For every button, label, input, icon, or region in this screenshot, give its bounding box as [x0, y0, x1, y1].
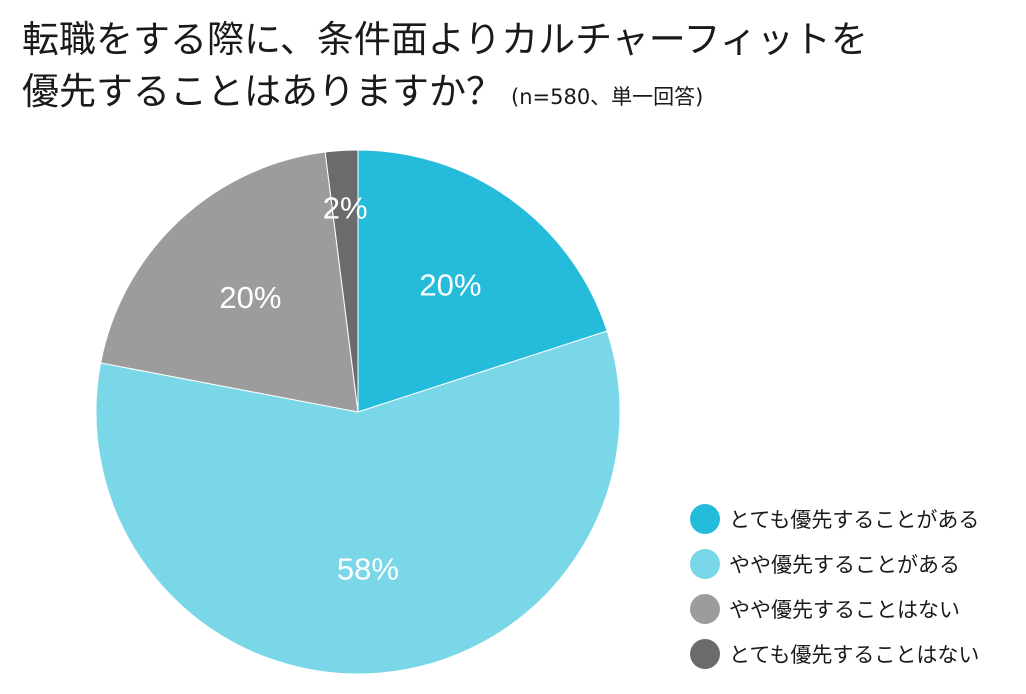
slice-label-rarely: 20% — [219, 280, 281, 315]
legend-label: とても優先することはない — [729, 642, 980, 667]
sample-note: (n=580、単一回答) — [511, 85, 704, 109]
legend-swatch-very-often — [690, 503, 720, 534]
legend: とても優先することがある やや優先することがある やや優先することはない とても… — [690, 496, 1020, 676]
pie-slice-rarely — [100, 151, 359, 413]
legend-item: やや優先することがある — [690, 541, 1020, 586]
pie-slices — [95, 149, 621, 675]
title-line-2-text: 優先することはありますか？ — [22, 70, 503, 113]
pie-slice-labels: 20% 58% 20% 2% — [219, 191, 481, 587]
title-line-2: 優先することはありますか？ (n=580、単一回答) — [22, 66, 1002, 123]
pie-slice-very-often — [357, 149, 608, 413]
legend-label: やや優先することはない — [729, 597, 960, 622]
pie-slice-never — [324, 149, 359, 413]
legend-swatch-sometimes — [690, 548, 720, 579]
legend-item: とても優先することはない — [690, 631, 1020, 676]
title-line-1: 転職をする際に、条件面よりカルチャーフィットを — [22, 18, 868, 61]
legend-item: とても優先することがある — [690, 496, 1020, 541]
chart-title: 転職をする際に、条件面よりカルチャーフィットを 優先することはありますか？ (n=… — [22, 14, 1002, 123]
slice-label-very-often: 20% — [419, 267, 481, 302]
legend-label: やや優先することがある — [729, 552, 960, 577]
legend-label: とても優先することがある — [729, 507, 980, 532]
legend-swatch-rarely — [690, 593, 720, 624]
legend-item: やや優先することはない — [690, 586, 1020, 631]
pie-slice-sometimes — [95, 330, 621, 675]
legend-swatch-never — [690, 638, 720, 669]
slice-label-sometimes: 58% — [337, 551, 399, 586]
slice-label-never: 2% — [323, 191, 368, 226]
